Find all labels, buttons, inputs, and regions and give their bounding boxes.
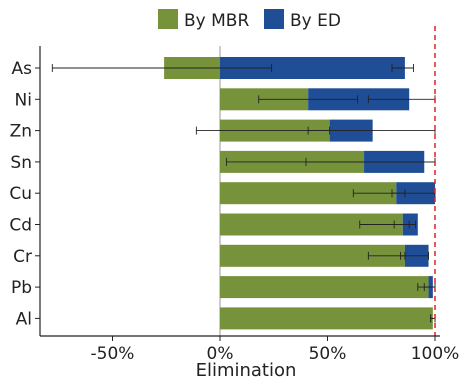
y-tick-label-Pb: Pb [11, 278, 32, 298]
y-tick-label-Ni: Ni [15, 90, 32, 110]
x-tick-label: 100% [411, 344, 460, 364]
y-tick-label-Cr: Cr [13, 247, 32, 267]
bar-ed-As [220, 57, 405, 79]
y-tick-label-Cd: Cd [9, 216, 32, 236]
errorbar-ed-Cd [393, 220, 417, 229]
y-tick-label-Zn: Zn [10, 122, 32, 142]
plot-area [51, 26, 436, 336]
errorbar-ed-Cr [400, 251, 429, 260]
legend-swatch-ed [264, 9, 284, 29]
x-tick-label: 50% [309, 344, 347, 364]
x-tick-label: -50% [91, 344, 135, 364]
errorbar-mbr-As [51, 64, 273, 72]
y-tick-label-Cu: Cu [9, 184, 32, 204]
bar-mbr-Cr [220, 244, 405, 267]
bar-ed-Ni [308, 88, 410, 111]
x-axis: -50% 0% 50% 100% [40, 335, 460, 364]
bar-mbr-Cu [220, 182, 397, 205]
legend-swatch-mbr [158, 9, 178, 29]
legend-label-mbr: By MBR [184, 11, 249, 31]
legend-label-ed: By ED [290, 11, 341, 31]
bar-mbr-Cd [220, 213, 403, 236]
errorbar-ed-As [391, 64, 414, 72]
y-tick-label-As: As [12, 59, 33, 79]
x-axis-title: Elimination [196, 360, 297, 380]
errorbar-mbr-Ni [258, 95, 359, 104]
bar-mbr-Al [220, 307, 433, 330]
x-tick-label: 0% [207, 344, 234, 364]
y-tick-label-Sn: Sn [10, 153, 32, 173]
legend: By MBR By ED [158, 9, 341, 31]
bar-mbr-Pb [220, 276, 429, 299]
y-tick-label-Al: Al [16, 309, 32, 329]
y-axis: As Ni Zn Sn Cu Cd Cr Pb Al [9, 46, 41, 336]
